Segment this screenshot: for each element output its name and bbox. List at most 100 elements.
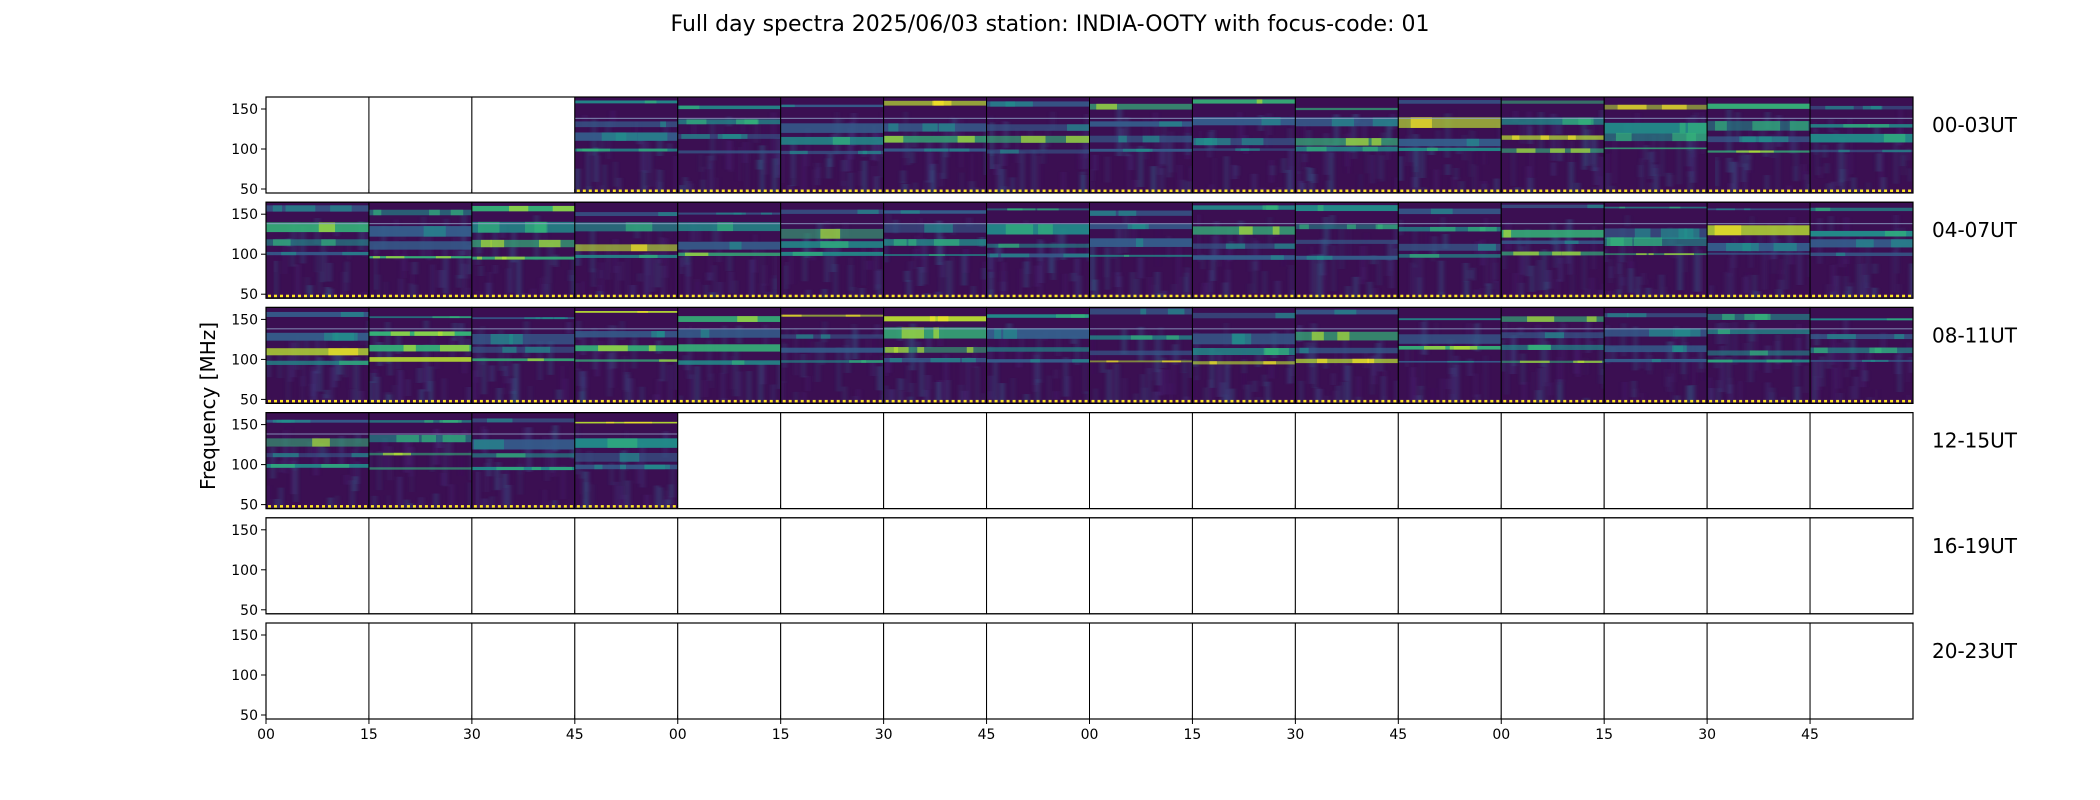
empty-panel [1089,412,1193,510]
spectrum-panel [574,96,679,194]
y-tick-label: 50 [240,498,258,514]
spectrum-panel [1603,96,1708,194]
x-tick-label: 45 [1389,727,1407,743]
y-tick-label: 50 [240,287,258,303]
x-tick-label: 45 [566,727,584,743]
empty-panel [471,517,576,615]
empty-panel [1191,412,1296,510]
row-frame [265,306,1914,404]
empty-panel [1603,622,1708,720]
empty-panel [471,622,576,720]
empty-panel [1706,517,1811,615]
spectrum-panel [574,306,679,404]
empty-panel [1089,622,1193,720]
empty-panel [1500,517,1605,615]
spectrum-panel [1809,201,1914,299]
spectrum-panel [265,412,370,510]
row-label: 08-11UT [1932,323,2018,347]
empty-panel [883,517,988,615]
empty-panel [1191,517,1296,615]
spectrum-panel [1089,96,1193,194]
y-tick-label: 100 [231,142,258,158]
empty-panel [574,622,679,720]
spectrum-panel [574,412,679,510]
empty-panel [1809,622,1914,720]
x-tick-label: 30 [1698,727,1716,743]
y-tick-label: 150 [231,312,258,328]
empty-panel [780,517,885,615]
empty-panel [677,412,782,510]
y-tick-label: 100 [231,668,258,684]
empty-panel [677,622,782,720]
y-axis-label: Frequency [MHz] [196,322,220,490]
empty-panel [368,96,473,194]
empty-panel [1809,517,1914,615]
spectrum-panel [883,96,988,194]
spectrum-panel [471,201,576,299]
empty-panel [368,517,473,615]
y-tick-label: 100 [231,247,258,263]
spectrum-panel [780,201,885,299]
spectrum-panel [677,96,782,194]
empty-panel [471,96,576,194]
x-tick-label: 15 [1595,727,1613,743]
empty-panel [1397,517,1502,615]
spectrum-panel [1294,306,1399,404]
spectrum-panel [1294,96,1399,194]
x-tick-label: 15 [772,727,790,743]
y-tick-label: 50 [240,182,258,198]
spectrum-panel [883,201,988,299]
row-frame [265,412,1914,510]
empty-panel [677,517,782,615]
row-frame [265,96,1914,194]
spectrum-panel [1397,96,1502,194]
x-tick-label: 45 [1801,727,1819,743]
spectrum-panel [1089,306,1193,404]
y-tick-label: 100 [231,563,258,579]
empty-panel [1706,412,1811,510]
spectrum-panel [1191,201,1296,299]
empty-panel [1603,412,1708,510]
spectrum-panel [1603,306,1708,404]
x-tick-label: 30 [463,727,481,743]
empty-panel [1603,517,1708,615]
empty-panel [1294,517,1399,615]
spectrum-panel [1706,96,1811,194]
empty-panel [265,622,370,720]
spectrum-panel [677,201,782,299]
y-tick-label: 150 [231,628,258,644]
y-tick-label: 100 [231,458,258,474]
spectrum-panel [1706,306,1811,404]
empty-panel [1809,412,1914,510]
empty-panel [780,622,885,720]
empty-panel [1706,622,1811,720]
y-tick-label: 100 [231,352,258,368]
x-tick-label: 45 [978,727,996,743]
spectrum-panel [471,412,576,510]
empty-panel [265,517,370,615]
spectrum-panel [986,96,1090,194]
empty-panel [1397,412,1502,510]
spectrum-panel [1294,201,1399,299]
empty-panel [1397,622,1502,720]
empty-panel [1191,622,1296,720]
spectrum-panel [1191,96,1296,194]
y-tick-label: 150 [231,207,258,223]
empty-panel [1294,622,1399,720]
empty-panel [1294,412,1399,510]
spectrum-panel [780,96,885,194]
row-frame [265,517,1914,615]
spectrum-panel [1397,201,1502,299]
chart-title: Full day spectra 2025/06/03 station: IND… [670,12,1430,37]
empty-panel [780,412,885,510]
spectrum-panel [1500,96,1605,194]
row-label: 04-07UT [1932,218,2018,242]
x-tick-label: 15 [360,727,378,743]
spectrum-panel [471,306,576,404]
y-tick-label: 50 [240,603,258,619]
y-tick-label: 50 [240,708,258,724]
x-tick-label: 00 [1081,727,1099,743]
x-tick-label: 30 [875,727,893,743]
spectrum-panel [574,201,679,299]
